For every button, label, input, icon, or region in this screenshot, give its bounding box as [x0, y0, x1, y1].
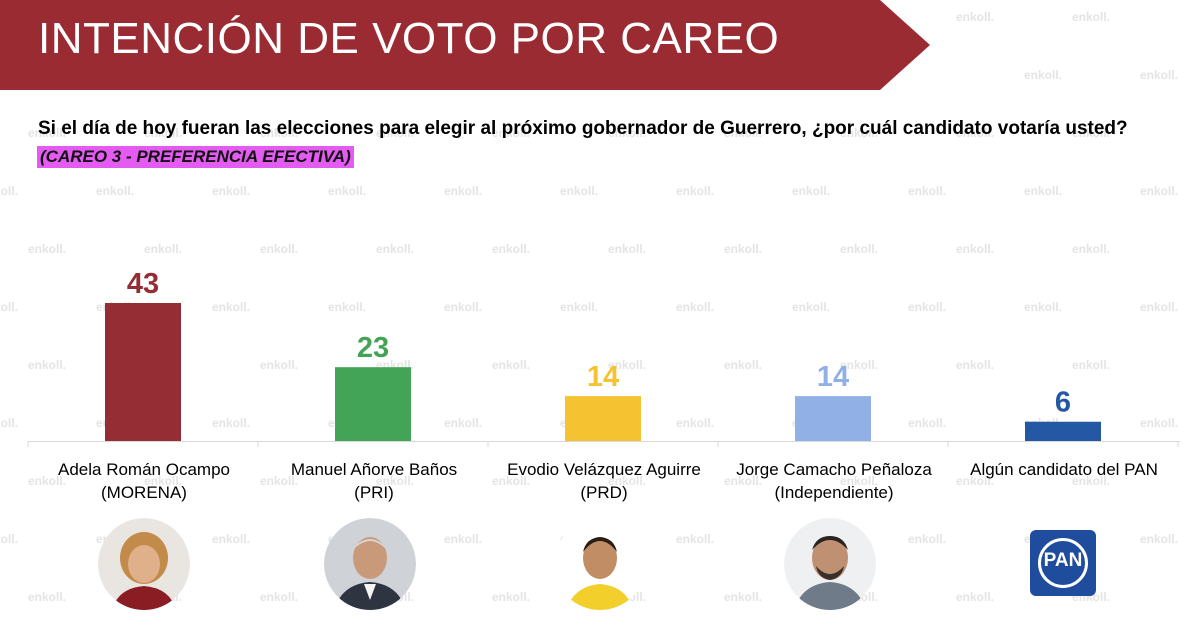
watermark-text: enkoll.	[724, 590, 763, 604]
watermark-text: enkoll.	[28, 590, 67, 604]
bar-4	[1025, 421, 1101, 441]
category-label-adela-roman: Adela Román Ocampo (MORENA)	[34, 458, 254, 504]
watermark-text: enkoll.	[260, 590, 299, 604]
pan-logo-ring	[1038, 538, 1088, 588]
bar-1	[335, 367, 411, 441]
category-label-evodio-velazquez: Evodio Velázquez Aguirre (PRD)	[494, 458, 714, 504]
watermark-text: enkoll.	[676, 532, 715, 546]
bar-0	[105, 303, 181, 441]
watermark-text: enkoll.	[1140, 184, 1179, 198]
watermark-text: enkoll.	[212, 184, 251, 198]
candidate-photo-adela-roman	[98, 518, 190, 610]
watermark-text: enkoll.	[1024, 184, 1063, 198]
pan-logo-text: PAN	[1043, 550, 1083, 571]
watermark-text: enkoll.	[328, 184, 367, 198]
watermark-text: enkoll.	[908, 184, 947, 198]
category-label-manuel-anorve: Manuel Añorve Baños (PRI)	[264, 458, 484, 504]
watermark-text: enkoll.	[444, 184, 483, 198]
watermark-text: enkoll.	[1072, 10, 1111, 24]
watermark-text: enkoll.	[792, 184, 831, 198]
category-label-pan: Algún candidato del PAN	[954, 458, 1174, 481]
category-label-jorge-camacho: Jorge Camacho Peñaloza (Independiente)	[724, 458, 944, 504]
watermark-text: enkoll.	[676, 184, 715, 198]
watermark-text: enkoll.	[956, 10, 995, 24]
watermark-text: enkoll.	[1140, 68, 1179, 82]
subtitle-tag: (CAREO 3 - PREFERENCIA EFECTIVA)	[37, 146, 354, 168]
bar-2	[565, 396, 641, 441]
watermark-text: enkoll.	[0, 532, 19, 546]
category-label-line2: (PRD)	[580, 483, 628, 502]
data-label-3: 14	[817, 361, 849, 393]
data-label-0: 43	[127, 268, 159, 300]
bar-chart: 43 23 14 14 6	[27, 268, 1180, 447]
bar-3	[795, 396, 871, 441]
category-label-line2: (PRI)	[354, 483, 394, 502]
data-label-2: 14	[587, 361, 619, 393]
watermark-text: enkoll.	[1140, 532, 1179, 546]
watermark-text: enkoll.	[956, 590, 995, 604]
category-label-line1: Manuel Añorve Baños	[290, 460, 458, 479]
category-label-line1: Algún candidato del PAN	[970, 460, 1158, 479]
candidate-photo-jorge-camacho	[784, 518, 876, 610]
survey-question: Si el día de hoy fueran las elecciones p…	[38, 118, 1128, 139]
page-title: INTENCIÓN DE VOTO POR CAREO	[38, 14, 780, 63]
watermark-text: enkoll.	[560, 184, 599, 198]
watermark-text: enkoll.	[0, 184, 19, 198]
data-label-4: 6	[1055, 387, 1071, 419]
category-label-line1: Evodio Velázquez Aguirre	[507, 460, 701, 479]
data-label-1: 23	[357, 332, 389, 364]
watermark-text: enkoll.	[444, 532, 483, 546]
watermark-text: enkoll.	[908, 532, 947, 546]
candidate-photo-evodio-velazquez	[554, 518, 646, 610]
watermark-text: enkoll.	[492, 590, 531, 604]
pan-logo: PAN	[1030, 530, 1096, 596]
watermark-text: enkoll.	[1024, 68, 1063, 82]
category-label-line1: Jorge Camacho Peñaloza	[736, 460, 932, 479]
watermark-text: enkoll.	[212, 532, 251, 546]
category-label-line1: Adela Román Ocampo	[58, 460, 230, 479]
candidate-photo-manuel-anorve	[324, 518, 416, 610]
title-banner: INTENCIÓN DE VOTO POR CAREO	[0, 0, 930, 90]
category-label-line2: (MORENA)	[101, 483, 187, 502]
category-label-line2: (Independiente)	[774, 483, 894, 502]
watermark-text: enkoll.	[96, 184, 135, 198]
